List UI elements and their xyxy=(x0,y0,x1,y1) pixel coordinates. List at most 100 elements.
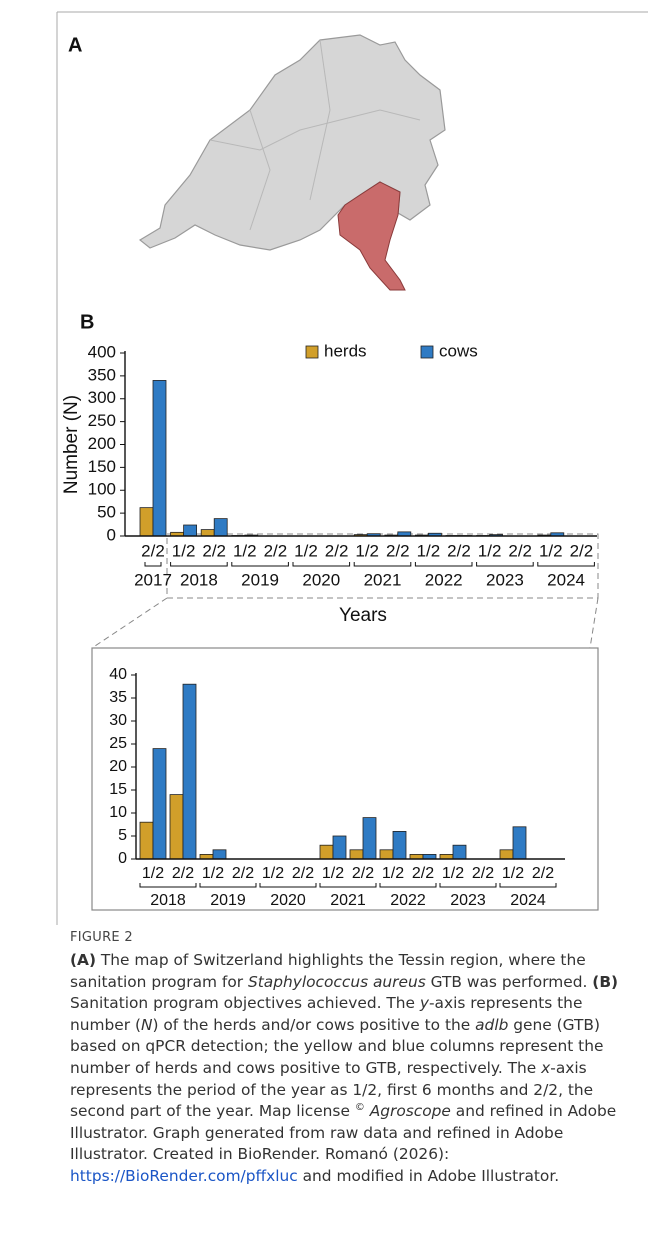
bar xyxy=(380,850,393,859)
x-tick-label: 1/2 xyxy=(382,865,404,882)
panel-label: A xyxy=(68,34,82,56)
x-tick-label: 2/2 xyxy=(325,541,349,560)
year-label: 2022 xyxy=(390,892,426,909)
bar xyxy=(213,850,226,859)
caption: (A) The map of Switzerland highlights th… xyxy=(70,950,630,1188)
year-bracket xyxy=(200,883,256,887)
y-tick-label: 150 xyxy=(88,457,116,476)
x-tick-label: 1/2 xyxy=(233,541,257,560)
zoom-connector xyxy=(590,598,598,648)
caption-text: Sanitation program objectives achieved. … xyxy=(70,994,420,1012)
legend-swatch xyxy=(421,346,433,358)
y-tick-label: 0 xyxy=(118,850,127,867)
x-tick-label: 2/2 xyxy=(412,865,434,882)
year-label: 2021 xyxy=(364,570,402,589)
year-bracket xyxy=(232,562,289,566)
year-bracket xyxy=(500,883,556,887)
caption-text: © xyxy=(355,1102,365,1113)
year-bracket xyxy=(260,883,316,887)
year-bracket xyxy=(477,562,534,566)
bar xyxy=(214,519,227,536)
legend-label: cows xyxy=(439,341,478,360)
y-tick-label: 5 xyxy=(118,827,127,844)
y-tick-label: 40 xyxy=(109,666,127,683)
x-tick-label: 2/2 xyxy=(386,541,410,560)
y-tick-label: 400 xyxy=(88,342,116,361)
year-bracket xyxy=(140,883,196,887)
x-tick-label: 1/2 xyxy=(417,541,441,560)
bar xyxy=(184,525,197,536)
bar xyxy=(153,749,166,859)
x-tick-label: 2/2 xyxy=(172,865,194,882)
bar xyxy=(393,831,406,859)
legend-label: herds xyxy=(324,341,367,360)
year-bracket xyxy=(145,562,161,566)
caption-text: Agroscope xyxy=(365,1102,451,1120)
year-label: 2020 xyxy=(302,570,340,589)
year-bracket xyxy=(538,562,595,566)
map xyxy=(140,35,445,290)
x-tick-label: 2/2 xyxy=(141,541,165,560)
x-tick-label: 1/2 xyxy=(442,865,464,882)
caption-link[interactable]: https://BioRender.com/pffxluc xyxy=(70,1167,298,1185)
y-tick-label: 100 xyxy=(88,480,116,499)
x-tick-label: 1/2 xyxy=(172,541,196,560)
x-tick-label: 1/2 xyxy=(539,541,563,560)
y-tick-label: 50 xyxy=(97,503,116,522)
x-tick-label: 2/2 xyxy=(570,541,594,560)
y-tick-label: 200 xyxy=(88,434,116,453)
bar xyxy=(453,845,466,859)
year-bracket xyxy=(415,562,472,566)
x-tick-label: 2/2 xyxy=(232,865,254,882)
caption-text: and modified in Adobe Illustrator. xyxy=(298,1167,559,1185)
x-tick-label: 1/2 xyxy=(355,541,379,560)
year-label: 2018 xyxy=(150,892,186,909)
x-tick-label: 1/2 xyxy=(294,541,318,560)
y-tick-label: 300 xyxy=(88,388,116,407)
bar xyxy=(320,845,333,859)
x-tick-label: 2/2 xyxy=(447,541,471,560)
x-tick-label: 2/2 xyxy=(292,865,314,882)
year-bracket xyxy=(354,562,411,566)
caption-text: Staphylococcus aureus xyxy=(248,973,426,991)
x-tick-label: 1/2 xyxy=(478,541,502,560)
panel-label: B xyxy=(80,311,94,333)
y-tick-label: 30 xyxy=(109,712,127,729)
y-axis-label: Number (N) xyxy=(61,395,82,494)
y-tick-label: 20 xyxy=(109,758,127,775)
switzerland xyxy=(140,35,445,250)
year-label: 2017 xyxy=(134,570,172,589)
year-bracket xyxy=(320,883,376,887)
caption-text: N xyxy=(141,1016,153,1034)
year-bracket xyxy=(293,562,350,566)
year-label: 2019 xyxy=(241,570,279,589)
caption-text: ) of the herds and/or cows positive to t… xyxy=(152,1016,475,1034)
x-tick-label: 1/2 xyxy=(262,865,284,882)
year-label: 2023 xyxy=(450,892,486,909)
y-tick-label: 10 xyxy=(109,804,127,821)
bar xyxy=(153,380,166,536)
y-tick-label: 350 xyxy=(88,365,116,384)
legend-swatch xyxy=(306,346,318,358)
year-bracket xyxy=(440,883,496,887)
caption-text: adlb xyxy=(475,1016,508,1034)
year-label: 2023 xyxy=(486,570,524,589)
bar xyxy=(350,850,363,859)
year-label: 2018 xyxy=(180,570,218,589)
caption-text: y xyxy=(420,994,429,1012)
zoom-connector xyxy=(92,598,167,648)
caption-text: (B) xyxy=(592,973,618,991)
year-label: 2019 xyxy=(210,892,246,909)
x-tick-label: 2/2 xyxy=(532,865,554,882)
caption-text: (A) xyxy=(70,951,96,969)
year-label: 2022 xyxy=(425,570,463,589)
year-bracket xyxy=(171,562,228,566)
x-tick-label: 2/2 xyxy=(202,541,226,560)
caption-text: GTB was performed. xyxy=(426,973,593,991)
bar xyxy=(201,530,214,536)
x-tick-label: 1/2 xyxy=(502,865,524,882)
year-label: 2020 xyxy=(270,892,306,909)
y-tick-label: 35 xyxy=(109,689,127,706)
x-axis-label: Years xyxy=(339,605,387,626)
page: { "panel_labels": ["A", "B"], "chart_dat… xyxy=(0,0,648,1245)
